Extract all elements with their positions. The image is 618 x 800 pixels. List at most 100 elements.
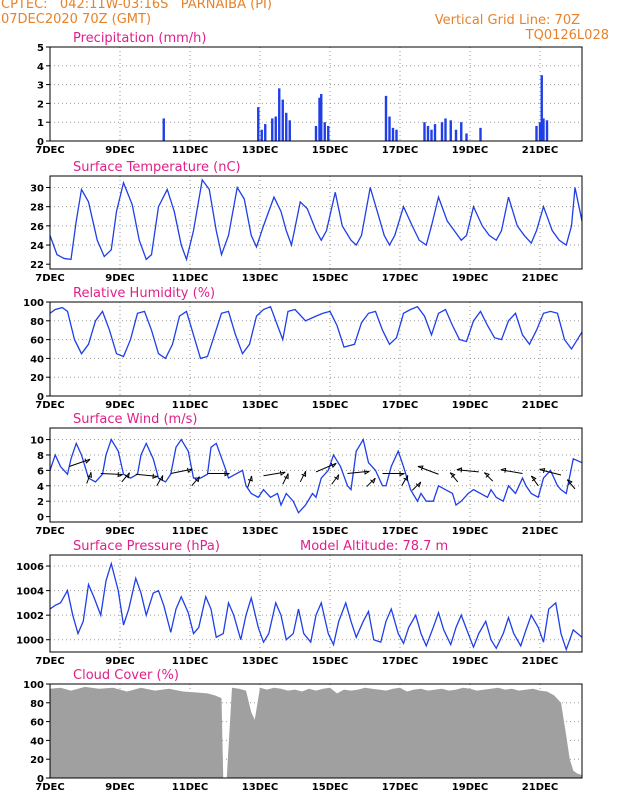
- wind-arrow-head: [334, 474, 340, 481]
- x-tick-label: 15DEC: [312, 526, 348, 537]
- x-tick-label: 11DEC: [172, 782, 208, 793]
- wind-arrow: [331, 474, 340, 485]
- wind-arrow: [456, 469, 479, 473]
- y-tick-label: 26: [30, 222, 44, 233]
- wind-arrow-head: [224, 471, 230, 477]
- x-tick-label: 19DEC: [452, 273, 488, 284]
- x-tick-label: 13DEC: [242, 273, 278, 284]
- y-tick-label: 10: [30, 436, 44, 447]
- x-tick-label: 19DEC: [452, 782, 488, 793]
- wind-arrow-head: [84, 458, 91, 464]
- precip-bar: [449, 120, 452, 141]
- precip-bar: [320, 94, 323, 141]
- wind-arrow-head: [484, 472, 490, 478]
- precip-bar: [479, 127, 482, 141]
- rh-series-line: [49, 305, 583, 360]
- precip-title: Precipitation (mm/h): [73, 31, 206, 46]
- y-tick-label: 3: [37, 81, 44, 92]
- wind-arrow: [500, 469, 523, 474]
- x-tick-label: 19DEC: [452, 145, 488, 156]
- precip-bar: [433, 124, 437, 141]
- wind-arrow-head: [330, 462, 337, 468]
- wind-arrow: [247, 475, 253, 488]
- y-tick-label: 1002: [16, 611, 44, 622]
- y-tick-label: 20: [30, 755, 44, 766]
- wind-panel: 7DEC 9DEC 11DEC 13DEC 15DEC 17DEC 19DEC 21DEC 0 2…: [30, 412, 583, 537]
- x-tick-label: 13DEC: [242, 145, 278, 156]
- precip-bar: [288, 120, 291, 141]
- y-tick-label: 1004: [16, 587, 44, 598]
- x-tick-label: 19DEC: [452, 400, 488, 411]
- wind-arrow-head: [124, 472, 130, 479]
- y-tick-label: 40: [30, 354, 44, 365]
- wind-arrow-head: [87, 472, 92, 478]
- y-tick-label: 0: [37, 137, 44, 148]
- x-tick-label: 11DEC: [172, 273, 208, 284]
- wind-arrow: [417, 466, 439, 475]
- precip-bar: [395, 129, 398, 141]
- precip-bar: [444, 118, 447, 141]
- cloud-panel: 7DEC 9DEC 11DEC 13DEC 15DEC 17DEC 19DEC 21DEC 0 2…: [23, 668, 583, 793]
- y-tick-label: 2: [37, 99, 44, 110]
- header-datetime: 07DEC2020 70Z (GMT): [1, 12, 152, 27]
- header-station: CPTEC: 042:11W-03:16S PARNAIBA (PI): [1, 0, 272, 12]
- x-tick-label: 11DEC: [172, 400, 208, 411]
- x-tick-label: 21DEC: [522, 400, 558, 411]
- wind-arrow: [100, 472, 123, 476]
- wind-arrow: [170, 468, 193, 474]
- cloud-cover-area: [50, 686, 582, 778]
- header-grid-line: Vertical Grid Line: 70Z: [434, 13, 580, 28]
- precip-bar: [264, 124, 267, 141]
- precip-bar: [162, 118, 165, 141]
- x-tick-label: 11DEC: [172, 526, 208, 537]
- wind-arrow: [483, 472, 494, 482]
- wind-arrow: [263, 471, 286, 477]
- wind-arrow-head: [399, 471, 405, 477]
- x-tick-label: 21DEC: [522, 656, 558, 667]
- wind-title: Surface Wind (m/s): [73, 412, 197, 427]
- wind-arrow: [121, 472, 130, 483]
- wind-arrow-head: [117, 472, 123, 478]
- wind-arrow: [401, 475, 409, 487]
- precip-bar: [271, 118, 274, 141]
- precip-bar: [538, 122, 542, 141]
- x-tick-label: 19DEC: [452, 656, 488, 667]
- temp-series-line: [49, 178, 583, 262]
- wind-arrow-head: [370, 477, 376, 484]
- wind-arrow-head: [449, 472, 456, 478]
- x-tick-label: 17DEC: [382, 145, 418, 156]
- wind-arrow-head: [566, 479, 573, 485]
- y-tick-label: 0: [37, 513, 44, 524]
- wind-arrow-head: [247, 475, 253, 482]
- wind-arrow-head: [279, 470, 286, 476]
- x-tick-label: 11DEC: [172, 656, 208, 667]
- press-title: Surface Pressure (hPa): [73, 539, 220, 554]
- x-tick-label: 19DEC: [452, 526, 488, 537]
- x-tick-label: 7DEC: [35, 400, 64, 411]
- wind-arrow: [282, 473, 289, 485]
- precip-bar: [388, 116, 391, 141]
- precip-bar: [426, 125, 430, 141]
- x-tick-label: 13DEC: [242, 400, 278, 411]
- x-tick-label: 13DEC: [242, 656, 278, 667]
- temp-frame: [49, 175, 583, 270]
- x-tick-label: 13DEC: [242, 782, 278, 793]
- x-tick-label: 15DEC: [312, 656, 348, 667]
- temp-title: Surface Temperature (nC): [73, 160, 241, 175]
- wind-arrow-head: [539, 467, 546, 473]
- precip-bar: [278, 88, 281, 141]
- x-tick-label: 7DEC: [35, 273, 64, 284]
- y-tick-label: 0: [37, 392, 44, 403]
- cloud-title: Cloud Cover (%): [73, 668, 179, 683]
- y-tick-label: 4: [37, 62, 44, 73]
- y-tick-label: 20: [30, 373, 44, 384]
- x-tick-label: 9DEC: [105, 145, 134, 156]
- precip-bar: [285, 112, 288, 141]
- temp-panel: 7DEC 9DEC 11DEC 13DEC 15DEC 17DEC 19DEC 21DEC 22…: [30, 160, 583, 284]
- precip-bar: [281, 99, 284, 141]
- precip-bar: [318, 97, 321, 141]
- precip-bar: [545, 120, 549, 141]
- y-tick-label: 80: [30, 699, 44, 710]
- wind-arrow: [566, 479, 576, 490]
